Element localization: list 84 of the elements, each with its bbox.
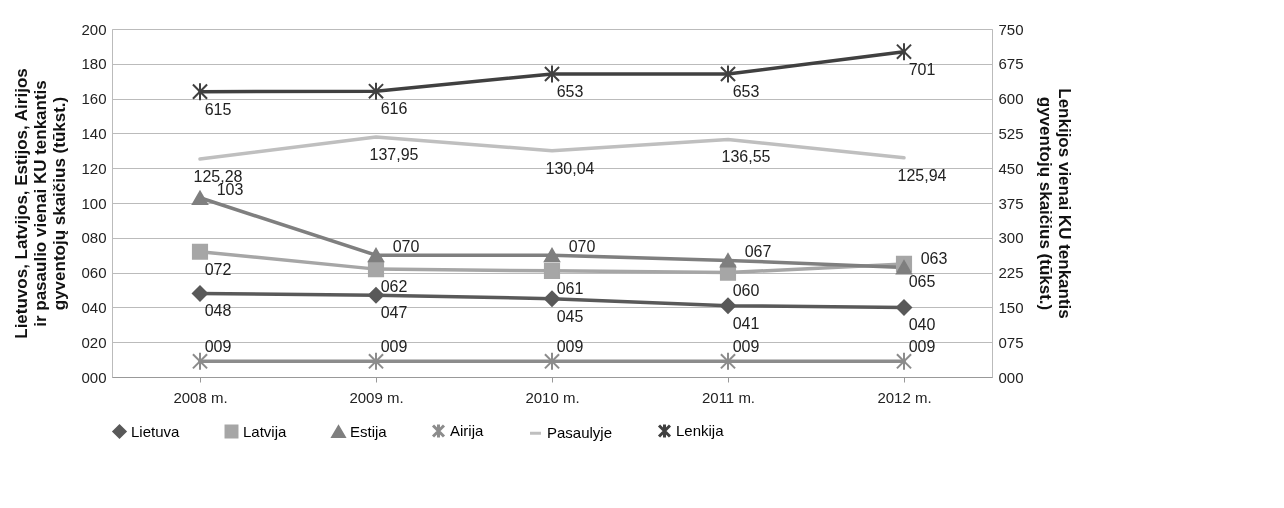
y-tick-label: 000: [81, 368, 107, 386]
data-label: 061: [556, 279, 584, 297]
data-label: 065: [908, 272, 936, 290]
y-tick-label: 180: [81, 55, 107, 73]
y2-tick-label: 225: [998, 264, 1024, 282]
point: [719, 297, 737, 314]
data-label: 125,94: [897, 166, 947, 184]
data-label: 009: [908, 338, 936, 356]
x-tick-label: 2010 m.: [525, 388, 580, 406]
point: [543, 248, 561, 263]
data-label: 040: [908, 316, 936, 334]
data-label: 137,95: [369, 145, 419, 163]
y-tick-label: 160: [81, 90, 107, 108]
point: [895, 299, 913, 316]
point: [367, 351, 385, 371]
point: [719, 253, 737, 268]
data-label: 048: [204, 302, 232, 320]
y2-tick-label: 750: [998, 20, 1024, 38]
data-label: 701: [908, 60, 936, 78]
data-label: 653: [556, 83, 584, 101]
data-label: 063: [920, 250, 948, 268]
point: [719, 351, 737, 371]
data-label: 047: [380, 304, 408, 322]
data-label: 653: [732, 83, 760, 101]
data-label: 072: [204, 260, 232, 278]
data-label: 009: [556, 338, 584, 356]
data-label: 009: [204, 338, 232, 356]
y2-axis-title: Lenkijos vienai KU tenkantis gyventojų skaičius (tūkst.): [1035, 88, 1074, 319]
y-tick-label: 200: [81, 20, 107, 38]
point: [367, 248, 385, 263]
data-label: 067: [744, 243, 772, 261]
x-tick-label: 2011 m.: [701, 388, 756, 406]
x-tick-label: 2009 m.: [349, 388, 404, 406]
y2-tick-label: 525: [998, 124, 1024, 142]
legend-label: Lietuva: [131, 422, 181, 440]
point: [895, 42, 913, 62]
legend-label: Latvija: [243, 422, 288, 440]
point: [191, 190, 209, 205]
y2-tick-label: 675: [998, 55, 1024, 73]
y2-tick-label: 075: [998, 333, 1024, 351]
legend-label: Airija: [450, 421, 484, 439]
data-label: 070: [392, 238, 420, 256]
point: [895, 351, 913, 371]
data-label: 070: [568, 238, 596, 256]
data-label: 060: [732, 281, 760, 299]
legend-label: Pasaulyje: [547, 424, 613, 442]
x-tick-label: 2008 m.: [173, 388, 228, 406]
data-label: 009: [732, 338, 760, 356]
point: [543, 351, 561, 371]
point: [367, 261, 385, 278]
y-axis-title: Lietuvos, Latvijos, Estijos, Airijos ir pasaulio vienai KU tenkantis gyventojų skaičius (tūkst.): [12, 68, 70, 339]
legend-label: Lenkija: [676, 421, 725, 439]
data-label: 041: [732, 314, 760, 332]
data-label: 616: [380, 100, 408, 118]
x-tick-label: 2012 m.: [877, 388, 932, 406]
y-tick-label: 080: [81, 229, 107, 247]
point: [543, 64, 561, 84]
data-label: 062: [380, 278, 408, 296]
y-tick-label: 120: [81, 159, 107, 177]
point: [191, 351, 209, 371]
y2-tick-label: 150: [998, 298, 1024, 316]
y2-tick-label: 300: [998, 229, 1024, 247]
y-tick-label: 140: [81, 124, 107, 142]
y-tick-label: 020: [81, 333, 107, 351]
point: [719, 64, 737, 84]
point: [367, 81, 385, 101]
y-tick-label: 060: [81, 264, 107, 282]
y2-tick-label: 450: [998, 159, 1024, 177]
y2-tick-label: 375: [998, 194, 1024, 212]
data-label: 009: [380, 338, 408, 356]
point: [191, 82, 209, 102]
point: [543, 262, 561, 279]
legend-label: Estija: [350, 422, 388, 440]
data-label: 136,55: [721, 148, 771, 166]
point: [895, 260, 913, 275]
point: [191, 243, 209, 260]
point: [191, 285, 209, 302]
data-label: 615: [204, 100, 232, 118]
data-label: 045: [556, 307, 584, 325]
y-tick-label: 040: [81, 298, 107, 316]
y2-tick-label: 000: [998, 368, 1024, 386]
y2-tick-label: 600: [998, 90, 1024, 108]
y-tick-label: 100: [81, 194, 107, 212]
data-label: 130,04: [545, 159, 595, 177]
